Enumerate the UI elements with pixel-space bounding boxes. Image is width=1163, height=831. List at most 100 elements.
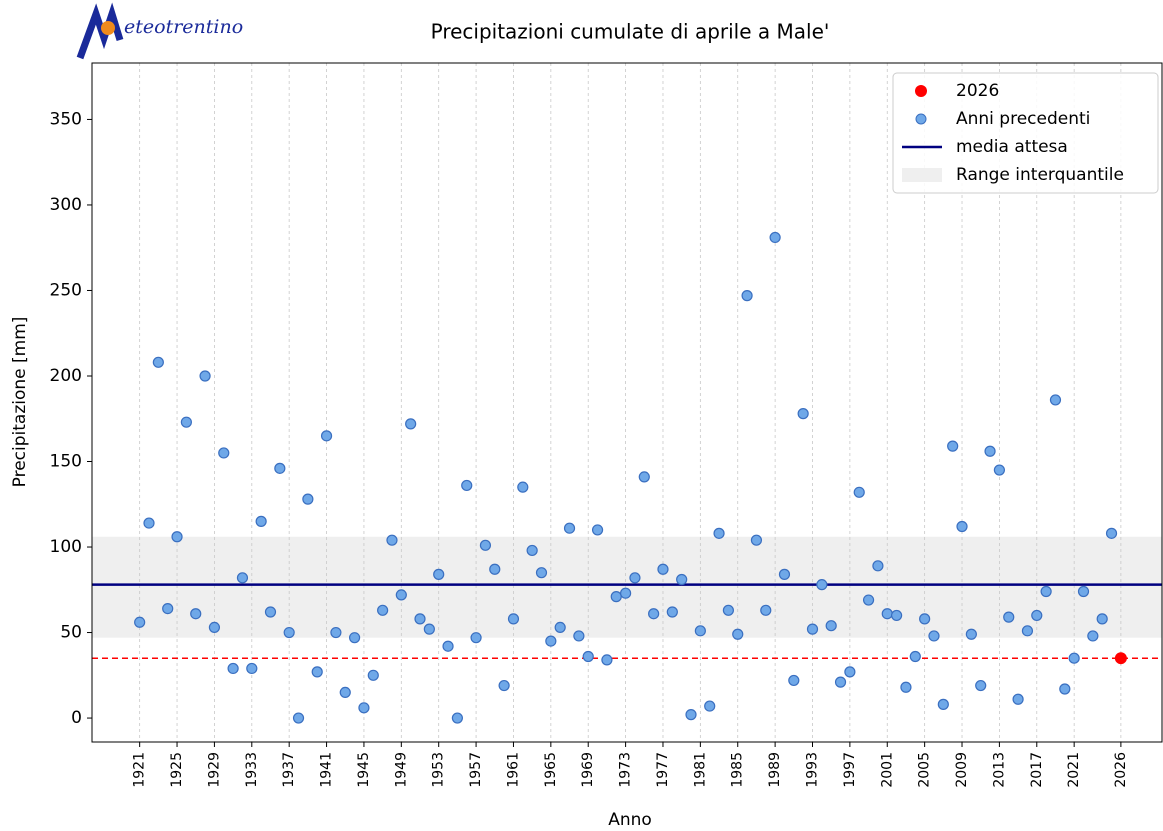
x-tick-label: 1925 bbox=[169, 752, 185, 788]
x-tick-label: 2026 bbox=[1113, 752, 1129, 788]
point bbox=[648, 608, 660, 620]
x-tick-label: 1981 bbox=[692, 752, 708, 788]
y-tick-label: 0 bbox=[71, 708, 82, 728]
legend-swatch bbox=[902, 168, 942, 182]
point bbox=[517, 481, 529, 493]
legend-label: 2026 bbox=[956, 81, 999, 101]
y-tick-label: 50 bbox=[60, 623, 82, 643]
point bbox=[947, 440, 959, 452]
point bbox=[1012, 693, 1024, 705]
point bbox=[320, 430, 333, 442]
point bbox=[1031, 609, 1043, 622]
x-tick-label: 1929 bbox=[206, 752, 222, 788]
point bbox=[638, 471, 650, 483]
point bbox=[367, 669, 379, 681]
point bbox=[853, 486, 865, 498]
point bbox=[1087, 630, 1099, 642]
plot-frame bbox=[91, 62, 1163, 743]
point bbox=[162, 602, 174, 615]
x-tick-label: 2017 bbox=[1029, 752, 1045, 788]
x-tick-label: 2021 bbox=[1066, 752, 1082, 788]
x-tick-label: 2005 bbox=[917, 752, 933, 788]
x-tick-label: 1941 bbox=[319, 752, 335, 788]
point bbox=[489, 563, 501, 575]
point bbox=[283, 626, 295, 639]
point bbox=[797, 408, 809, 420]
x-tick-label: 1969 bbox=[580, 752, 596, 788]
legend-label: Range interquantile bbox=[956, 165, 1124, 185]
point bbox=[554, 621, 566, 634]
x-tick-label: 1961 bbox=[505, 752, 521, 788]
point bbox=[246, 662, 258, 675]
point bbox=[975, 679, 987, 692]
point bbox=[348, 632, 361, 644]
point bbox=[180, 416, 192, 428]
point bbox=[685, 709, 697, 721]
logo-sun bbox=[101, 21, 115, 35]
point bbox=[405, 418, 417, 430]
point bbox=[1059, 683, 1071, 695]
legend-box bbox=[892, 72, 1159, 194]
x-tick-label: 1945 bbox=[356, 752, 372, 788]
point bbox=[610, 591, 622, 603]
point bbox=[377, 604, 389, 616]
logo-text: eteotrentino bbox=[124, 16, 243, 38]
point bbox=[900, 681, 912, 693]
logo-mark bbox=[76, 2, 124, 60]
point bbox=[872, 560, 884, 572]
point bbox=[806, 623, 819, 635]
x-tick-label: 1989 bbox=[767, 752, 783, 788]
current-point bbox=[1114, 652, 1127, 665]
point bbox=[993, 464, 1005, 476]
point bbox=[199, 370, 211, 382]
x-tick-label: 1921 bbox=[132, 752, 148, 788]
point bbox=[264, 606, 277, 618]
point bbox=[965, 628, 977, 640]
x-tick-label: 2009 bbox=[954, 752, 970, 788]
point bbox=[984, 445, 996, 457]
legend-swatch bbox=[915, 113, 927, 125]
point bbox=[694, 625, 706, 637]
x-tick-label: 2001 bbox=[879, 752, 895, 788]
point bbox=[601, 654, 613, 666]
point bbox=[769, 231, 781, 244]
point bbox=[535, 567, 548, 579]
point bbox=[1105, 527, 1118, 539]
x-tick-label: 2013 bbox=[991, 752, 1007, 788]
point bbox=[666, 606, 678, 618]
point bbox=[704, 700, 716, 712]
point bbox=[311, 666, 323, 678]
y-tick-label: 350 bbox=[50, 109, 82, 129]
point bbox=[545, 635, 557, 647]
point bbox=[1040, 585, 1052, 598]
point bbox=[451, 712, 463, 724]
y-tick-label: 100 bbox=[50, 537, 82, 557]
point bbox=[236, 572, 249, 584]
point bbox=[470, 632, 482, 644]
point bbox=[928, 630, 940, 642]
x-tick-label: 1953 bbox=[431, 752, 447, 788]
legend-label: media attesa bbox=[956, 137, 1068, 157]
point bbox=[152, 356, 164, 368]
point bbox=[732, 628, 744, 640]
x-tick-label: 1985 bbox=[730, 752, 746, 788]
point bbox=[881, 608, 893, 620]
point bbox=[134, 616, 146, 628]
point bbox=[1049, 394, 1062, 406]
point bbox=[395, 589, 407, 601]
chart-title: Precipitazioni cumulate di aprile a Male… bbox=[431, 20, 830, 44]
point bbox=[423, 623, 435, 635]
logo: eteotrentino bbox=[76, 2, 243, 60]
point bbox=[442, 640, 454, 652]
point bbox=[461, 479, 473, 492]
point bbox=[713, 527, 725, 539]
x-tick-label: 1937 bbox=[281, 752, 297, 788]
point bbox=[834, 676, 847, 688]
point bbox=[937, 698, 949, 710]
point bbox=[255, 515, 267, 527]
point bbox=[414, 613, 426, 625]
point bbox=[591, 524, 604, 536]
point bbox=[582, 650, 594, 663]
point bbox=[1096, 613, 1108, 625]
point bbox=[844, 666, 856, 678]
